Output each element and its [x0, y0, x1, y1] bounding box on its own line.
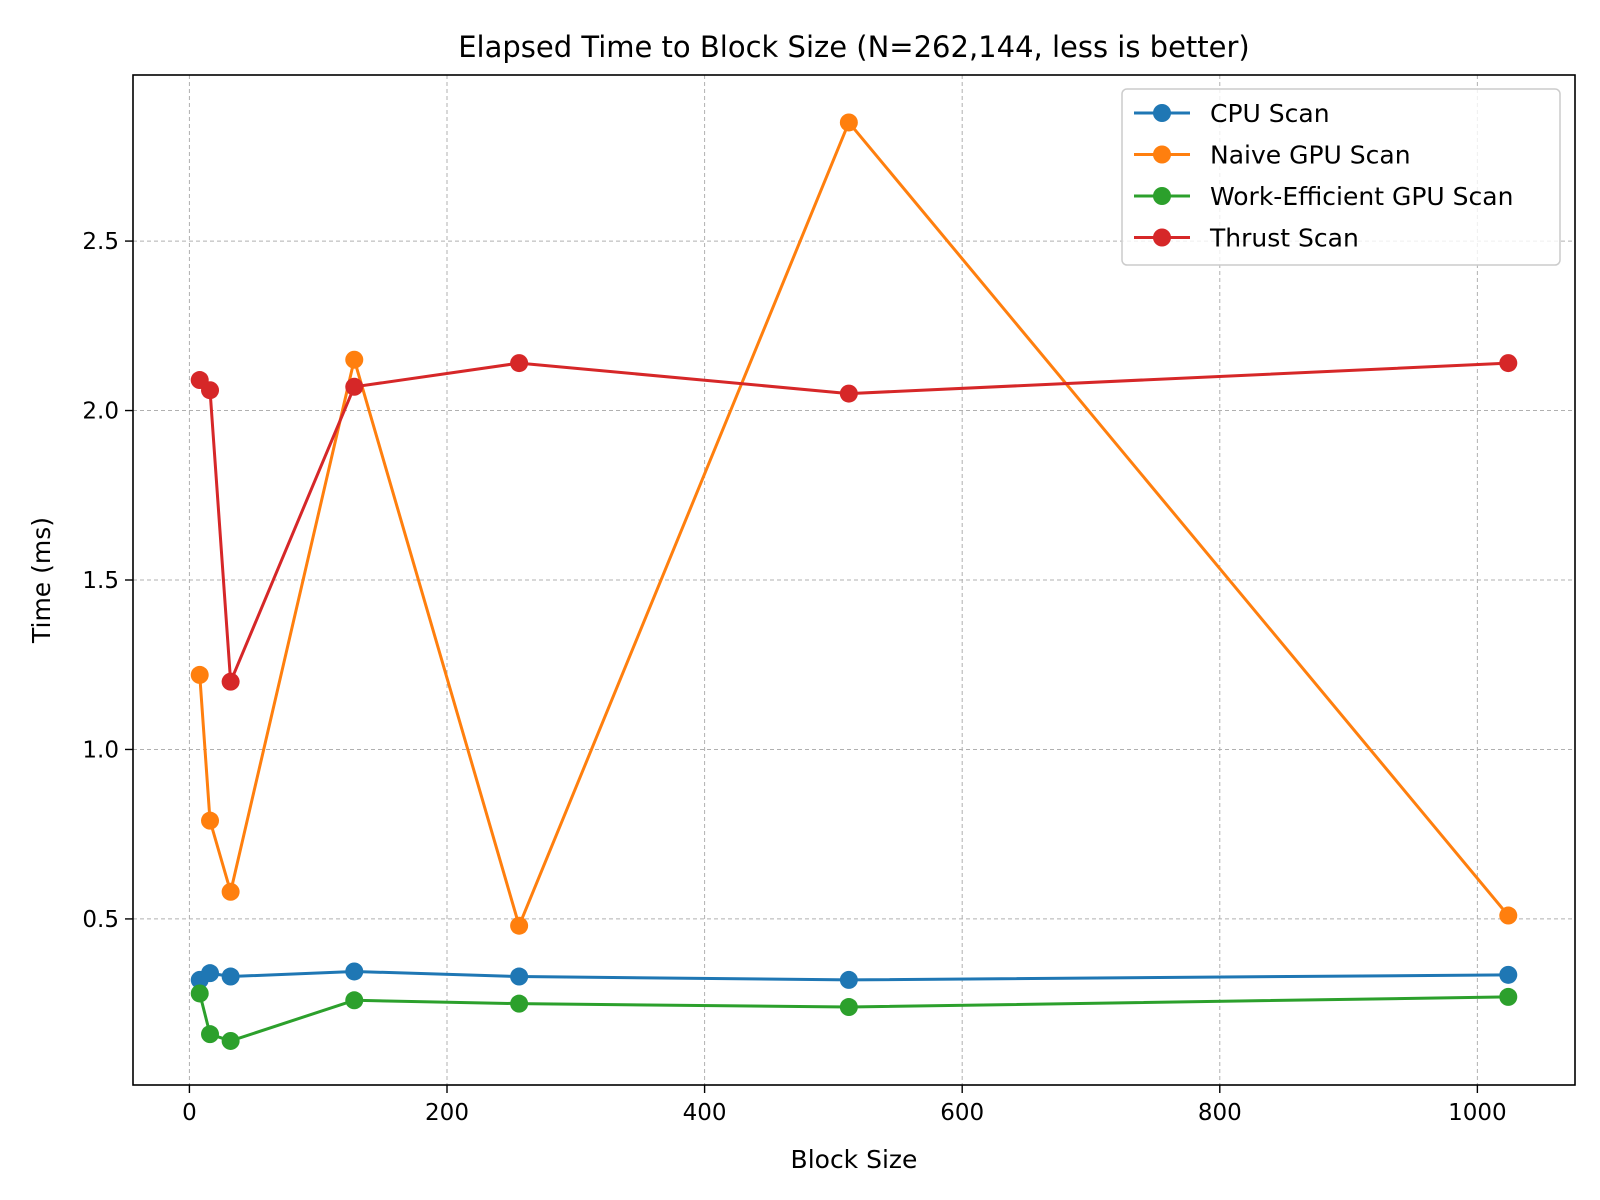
x-tick-label: 200 — [425, 1100, 469, 1126]
y-tick-label: 0.5 — [82, 907, 119, 933]
legend: CPU Scan Naive GPU Scan Work-Efficient GPU… — [1121, 88, 1561, 266]
series-cpu-scan — [190, 962, 1518, 989]
legend-label: Thrust Scan — [1209, 224, 1359, 253]
grid-lines — [133, 75, 1575, 1085]
legend-label: CPU Scan — [1210, 99, 1330, 128]
data-point — [221, 967, 240, 986]
x-tick-label: 0 — [182, 1100, 197, 1126]
data-point — [221, 882, 240, 901]
data-point — [345, 991, 364, 1010]
axis-ticks: 0 200 400 600 800 1000 0.5 1.0 1.5 2.0 2.5 — [82, 229, 1506, 1126]
y-tick-label: 2.5 — [82, 229, 119, 255]
data-point — [839, 384, 858, 403]
data-point — [345, 377, 364, 396]
y-axis-label: Time (ms) — [27, 517, 56, 644]
legend-marker — [1153, 145, 1171, 164]
chart-title: Elapsed Time to Block Size (N=262,144, l… — [458, 30, 1250, 64]
data-point — [201, 1025, 220, 1044]
legend-marker — [1153, 104, 1171, 122]
data-point — [221, 672, 240, 691]
data-point — [510, 994, 529, 1013]
x-tick-label: 600 — [940, 1100, 984, 1126]
y-tick-label: 1.5 — [82, 568, 119, 594]
data-point — [510, 967, 529, 986]
data-point — [1499, 354, 1518, 373]
series-naive-gpu-scan — [190, 113, 1518, 935]
data-point — [510, 354, 529, 373]
data-point — [201, 811, 220, 830]
data-point — [1499, 906, 1518, 925]
legend-marker — [1153, 187, 1171, 205]
x-tick-label: 400 — [683, 1100, 727, 1126]
x-tick-label: 1000 — [1448, 1100, 1507, 1126]
x-axis-label: Block Size — [791, 1145, 918, 1174]
data-point — [345, 962, 364, 981]
x-tick-label: 800 — [1198, 1100, 1242, 1126]
data-point — [510, 916, 529, 935]
series-thrust-scan — [190, 354, 1518, 691]
legend-box — [1121, 88, 1561, 266]
data-point — [839, 998, 858, 1017]
data-point — [1499, 965, 1518, 984]
data-point — [190, 665, 209, 684]
series-layer — [190, 113, 1518, 1050]
series-work-efficient-gpu-scan — [190, 984, 1518, 1050]
legend-marker — [1153, 228, 1171, 247]
y-tick-label: 1.0 — [82, 737, 119, 763]
legend-label: Work-Efficient GPU Scan — [1210, 182, 1513, 211]
y-tick-label: 2.0 — [82, 399, 119, 425]
data-point — [839, 970, 858, 989]
legend-label: Naive GPU Scan — [1210, 141, 1411, 170]
data-point — [839, 113, 858, 132]
data-point — [1499, 987, 1518, 1006]
data-point — [201, 381, 220, 400]
data-point — [190, 984, 209, 1003]
data-point — [201, 964, 220, 983]
data-point — [221, 1031, 240, 1050]
data-point — [345, 350, 364, 369]
